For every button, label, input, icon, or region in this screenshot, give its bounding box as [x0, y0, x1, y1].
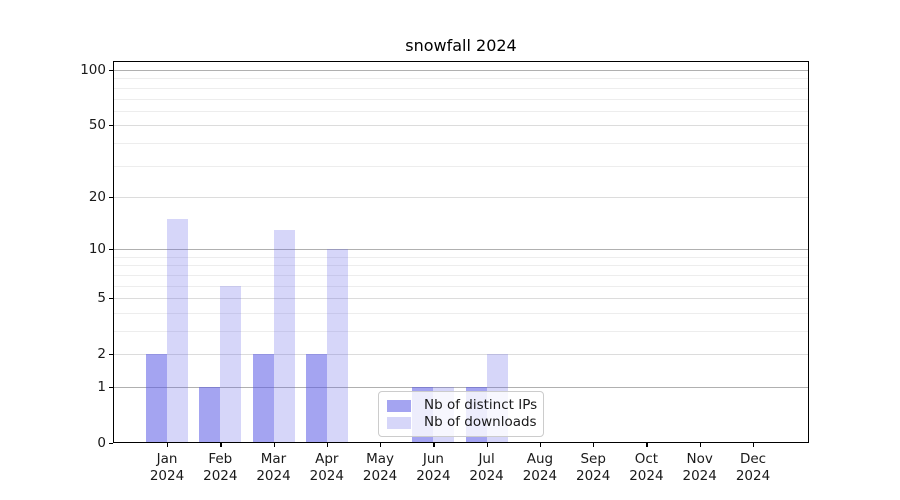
y-decade-gridline-10 — [113, 249, 809, 251]
y-minor-gridline-90 — [113, 78, 809, 80]
x-tick-label-jun: Jun 2024 — [416, 451, 451, 484]
x-tick-label-mar: Mar 2024 — [256, 451, 291, 484]
y-gridline-2 — [113, 354, 809, 356]
y-decade-gridline-1 — [113, 387, 809, 388]
y-tick-mark-1 — [109, 387, 113, 389]
y-tick-mark-5 — [109, 298, 113, 300]
x-tick-label-feb: Feb 2024 — [203, 451, 238, 484]
x-tick-mark-mar — [273, 443, 275, 447]
x-tick-label-jul: Jul 2024 — [469, 451, 504, 484]
plot-frame — [113, 61, 809, 443]
y-gridline-5 — [113, 298, 809, 300]
x-tick-label-nov: Nov 2024 — [682, 451, 717, 484]
y-minor-gridline-9 — [113, 256, 809, 258]
bar-ips-feb — [199, 387, 221, 443]
y-tick-label-20: 20 — [88, 188, 106, 205]
legend-entry-distinct-ips: Nb of distinct IPs — [387, 397, 537, 414]
legend: Nb of distinct IPs Nb of downloads — [378, 391, 544, 437]
y-tick-label-50: 50 — [88, 117, 106, 134]
x-tick-mark-jul — [486, 443, 488, 447]
x-tick-mark-apr — [326, 443, 329, 447]
x-tick-mark-jun — [433, 443, 435, 447]
y-minor-gridline-40 — [113, 142, 809, 144]
y-tick-mark-20 — [109, 196, 113, 199]
y-tick-label-2: 2 — [97, 346, 106, 363]
chart-title: snowfall 2024 — [405, 36, 517, 55]
x-tick-mark-aug — [539, 443, 542, 447]
legend-swatch-distinct-ips — [387, 399, 411, 412]
y-decade-gridline-100 — [113, 70, 809, 71]
y-minor-gridline-60 — [113, 110, 809, 112]
x-tick-mark-may — [380, 443, 382, 447]
x-tick-mark-nov — [699, 443, 701, 447]
bar-downloads-feb — [220, 285, 242, 443]
legend-label-distinct-ips: Nb of distinct IPs — [424, 397, 538, 413]
y-minor-gridline-30 — [113, 165, 809, 167]
legend-swatch-downloads — [387, 416, 411, 429]
y-minor-gridline-8 — [113, 265, 809, 267]
y-tick-mark-0 — [109, 443, 113, 445]
bar-ips-apr — [305, 354, 327, 443]
legend-entry-downloads: Nb of downloads — [387, 414, 537, 431]
x-tick-mark-dec — [753, 443, 755, 447]
x-tick-label-sep: Sep 2024 — [576, 451, 611, 484]
bar-downloads-apr — [326, 249, 348, 443]
y-tick-label-10: 10 — [88, 241, 106, 258]
y-tick-mark-2 — [109, 354, 113, 356]
bar-ips-jan — [146, 354, 167, 443]
x-tick-label-may: May 2024 — [362, 451, 398, 484]
y-minor-gridline-80 — [113, 87, 809, 89]
y-tick-mark-100 — [109, 70, 113, 72]
x-tick-mark-oct — [646, 443, 648, 447]
plot-area — [113, 61, 809, 443]
x-tick-label-jan: Jan 2024 — [149, 451, 185, 484]
y-gridline-50 — [113, 125, 809, 127]
x-tick-mark-jan — [167, 443, 169, 447]
y-tick-mark-10 — [109, 249, 113, 251]
y-minor-gridline-4 — [113, 312, 809, 314]
x-tick-label-dec: Dec 2024 — [735, 451, 771, 484]
x-tick-mark-sep — [593, 443, 595, 447]
y-tick-label-100: 100 — [80, 62, 106, 78]
x-tick-label-aug: Aug 2024 — [522, 451, 558, 484]
y-tick-mark-50 — [109, 125, 113, 127]
y-tick-label-1: 1 — [97, 379, 106, 395]
y-minor-gridline-7 — [113, 274, 809, 276]
y-gridline-20 — [113, 196, 809, 198]
y-minor-gridline-70 — [113, 98, 809, 100]
y-tick-label-5: 5 — [97, 290, 106, 307]
x-tick-label-oct: Oct 2024 — [629, 451, 664, 484]
x-tick-mark-feb — [220, 443, 222, 447]
y-tick-label-0: 0 — [97, 435, 106, 451]
y-minor-gridline-6 — [113, 285, 809, 287]
bar-downloads-mar — [273, 229, 295, 443]
bar-ips-mar — [252, 354, 274, 443]
y-minor-gridline-3 — [113, 331, 809, 332]
bar-downloads-jan — [167, 218, 188, 443]
x-tick-label-apr: Apr 2024 — [309, 451, 344, 484]
legend-label-downloads: Nb of downloads — [424, 414, 537, 430]
